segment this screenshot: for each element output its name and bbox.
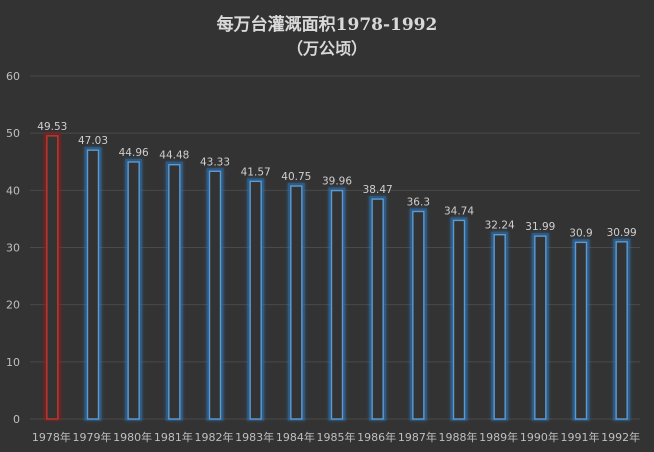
x-tick-label: 1983年 xyxy=(235,430,274,444)
y-tick-label: 50 xyxy=(6,127,20,140)
bar xyxy=(412,210,425,420)
data-label: 39.96 xyxy=(322,176,352,188)
data-label: 32.24 xyxy=(485,220,515,232)
y-tick-label: 60 xyxy=(6,70,20,83)
data-label: 36.3 xyxy=(407,196,430,208)
bar xyxy=(534,235,547,420)
y-tick-label: 40 xyxy=(6,184,20,197)
data-label: 49.53 xyxy=(37,121,67,133)
bar xyxy=(208,170,222,420)
bar xyxy=(249,180,262,420)
x-tick-label: 1982年 xyxy=(195,430,234,444)
bar xyxy=(86,149,100,420)
data-label: 31.99 xyxy=(525,221,555,233)
data-label: 43.33 xyxy=(200,156,230,168)
data-label: 47.03 xyxy=(78,135,108,147)
data-label: 34.74 xyxy=(444,205,474,217)
bar xyxy=(452,219,466,420)
bar xyxy=(168,164,181,420)
bar xyxy=(574,241,588,420)
x-tick-label: 1984年 xyxy=(276,430,315,444)
x-tick-label: 1989年 xyxy=(479,430,518,444)
x-tick-label: 1986年 xyxy=(357,430,396,444)
data-label: 30.99 xyxy=(607,227,637,239)
x-tick-label: 1979年 xyxy=(73,430,112,444)
x-tick-label: 1987年 xyxy=(398,430,437,444)
x-tick-label: 1978年 xyxy=(32,430,71,444)
bar xyxy=(371,198,384,420)
data-label: 44.96 xyxy=(119,147,149,159)
x-tick-label: 1980年 xyxy=(113,430,152,444)
data-label: 41.57 xyxy=(241,166,271,178)
data-label: 30.9 xyxy=(569,227,592,239)
data-label: 40.75 xyxy=(281,171,311,183)
bar xyxy=(290,185,303,420)
bar xyxy=(46,135,59,420)
bar xyxy=(493,233,506,420)
data-label: 38.47 xyxy=(363,184,393,196)
chart-title: 每万台灌溉面积1978-1992 xyxy=(216,15,438,35)
chart-subtitle: （万公顷） xyxy=(286,39,367,58)
bar xyxy=(615,241,628,420)
data-label: 44.48 xyxy=(159,150,189,162)
x-tick-label: 1990年 xyxy=(520,430,559,444)
bar xyxy=(330,189,344,420)
y-tick-label: 10 xyxy=(6,356,20,369)
x-tick-label: 1988年 xyxy=(439,430,478,444)
x-tick-label: 1992年 xyxy=(601,430,640,444)
x-tick-label: 1985年 xyxy=(317,430,356,444)
x-tick-label: 1981年 xyxy=(154,430,193,444)
x-tick-label: 1991年 xyxy=(561,430,600,444)
y-tick-label: 20 xyxy=(6,299,20,312)
y-tick-label: 30 xyxy=(6,242,20,255)
y-tick-label: 0 xyxy=(13,413,20,426)
bar xyxy=(127,161,140,420)
